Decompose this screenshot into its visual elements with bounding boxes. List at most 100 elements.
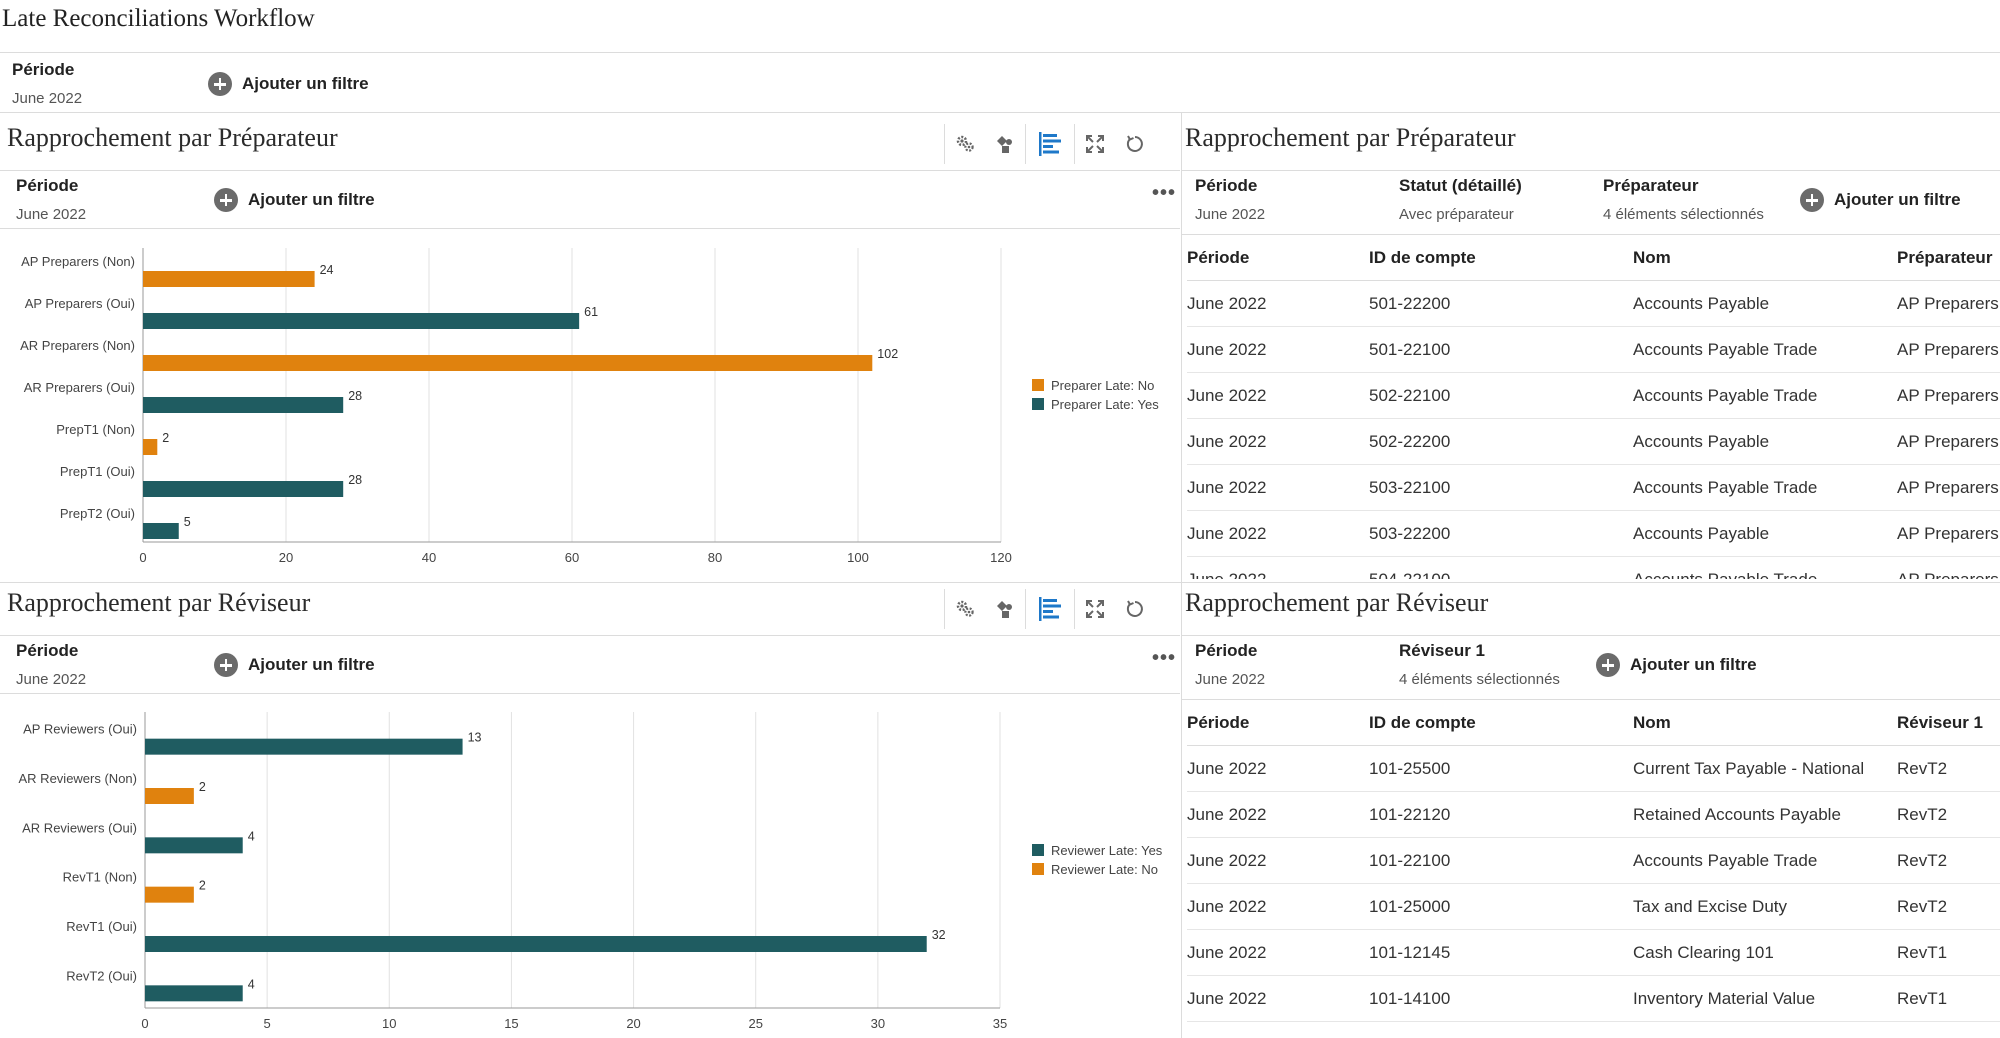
cell-period: June 2022 bbox=[1187, 745, 1369, 792]
cell-preparer-link[interactable]: AP Preparers bbox=[1897, 326, 2000, 373]
cell-name-link[interactable]: Accounts Payable Trade bbox=[1633, 326, 1897, 373]
column-header[interactable]: ID de compte bbox=[1369, 236, 1633, 281]
y-category-label: AP Preparers (Oui) bbox=[25, 296, 135, 311]
add-filter-button[interactable]: Ajouter un filtre bbox=[208, 72, 369, 96]
column-header[interactable]: Période bbox=[1187, 701, 1369, 746]
cell-reviewer-link[interactable]: RevT1 bbox=[1897, 929, 2000, 976]
cell-name-link[interactable]: Accounts Payable Trade bbox=[1633, 464, 1897, 511]
chart-filter-periode[interactable]: Période June 2022 bbox=[16, 641, 86, 688]
table-row[interactable]: June 2022 101-25000 Tax and Excise Duty Rev… bbox=[1187, 883, 2000, 930]
table-row[interactable]: June 2022 101-22100 Accounts Payable Trade… bbox=[1187, 837, 2000, 884]
table-filter-periode[interactable]: Période June 2022 bbox=[1195, 641, 1265, 688]
table-filter-reviseur[interactable]: Réviseur 1 4 éléments sélectionnés bbox=[1399, 641, 1560, 688]
bar bbox=[145, 738, 463, 755]
maximize-icon[interactable] bbox=[1075, 589, 1115, 629]
shapes-icon[interactable] bbox=[985, 124, 1025, 164]
cell-reviewer-link[interactable]: RevT2 bbox=[1897, 837, 2000, 884]
refresh-icon[interactable] bbox=[1115, 589, 1155, 629]
table-row[interactable]: June 2022 101-12145 Cash Clearing 101 RevT1 bbox=[1187, 929, 2000, 976]
bar bbox=[145, 985, 243, 1002]
cell-reviewer-link[interactable]: RevT1 bbox=[1897, 975, 2000, 1022]
add-filter-button[interactable]: Ajouter un filtre bbox=[1800, 188, 1961, 212]
chart-filter-periode[interactable]: Période June 2022 bbox=[16, 176, 86, 223]
cell-name-link[interactable]: Accounts Payable Trade bbox=[1633, 556, 1897, 579]
filter-label: Période bbox=[12, 60, 75, 79]
refresh-icon[interactable] bbox=[1115, 124, 1155, 164]
table-row[interactable]: June 2022 101-14100 Inventory Material Val… bbox=[1187, 975, 2000, 1022]
x-tick-label: 120 bbox=[990, 550, 1012, 565]
cell-name-link[interactable]: Inventory Material Value bbox=[1633, 975, 1897, 1022]
column-header[interactable]: Nom bbox=[1633, 236, 1897, 281]
maximize-icon[interactable] bbox=[1075, 124, 1115, 164]
cell-name-link[interactable]: Cash Clearing 101 bbox=[1633, 929, 1897, 976]
page-title: Late Reconciliations Workflow bbox=[2, 5, 315, 32]
table-row[interactable]: June 2022 503-22100 Accounts Payable Trade… bbox=[1187, 464, 2000, 511]
cell-reviewer-link[interactable]: RevT2 bbox=[1897, 791, 2000, 838]
table-row[interactable]: June 2022 501-22100 Accounts Payable Trade… bbox=[1187, 326, 2000, 373]
cell-name-link[interactable]: Accounts Payable bbox=[1633, 280, 1897, 327]
filter-value: June 2022 bbox=[16, 671, 87, 688]
cell-period: June 2022 bbox=[1187, 326, 1369, 373]
table-header-row: Période ID de compte Nom Réviseur 1 bbox=[1187, 701, 2000, 746]
shapes-icon[interactable] bbox=[985, 589, 1025, 629]
panel-title: Rapprochement par Préparateur bbox=[1185, 123, 1516, 152]
cell-account-id: 101-12145 bbox=[1369, 929, 1633, 976]
table-row[interactable]: June 2022 501-22200 Accounts Payable AP Pre… bbox=[1187, 280, 2000, 327]
column-header[interactable]: Période bbox=[1187, 236, 1369, 281]
table-row[interactable]: June 2022 101-25500 Current Tax Payable - … bbox=[1187, 745, 2000, 792]
bar bbox=[143, 523, 179, 539]
cell-preparer-link[interactable]: AP Preparers bbox=[1897, 556, 2000, 579]
table-row[interactable]: June 2022 101-22120 Retained Accounts Paya… bbox=[1187, 791, 2000, 838]
cell-reviewer-link[interactable]: RevT2 bbox=[1897, 883, 2000, 930]
table-row[interactable]: June 2022 502-22100 Accounts Payable Trade… bbox=[1187, 372, 2000, 419]
divider bbox=[1181, 582, 1182, 1038]
cell-preparer-link[interactable]: AP Preparers bbox=[1897, 372, 2000, 419]
table-filter-periode[interactable]: Période June 2022 bbox=[1195, 176, 1265, 223]
filter-value: June 2022 bbox=[1195, 206, 1266, 223]
cell-name-link[interactable]: Tax and Excise Duty bbox=[1633, 883, 1897, 930]
y-category-label: AR Preparers (Oui) bbox=[24, 380, 135, 395]
column-header[interactable]: ID de compte bbox=[1369, 701, 1633, 746]
gears-icon[interactable] bbox=[945, 124, 985, 164]
more-options-icon[interactable]: ••• bbox=[1152, 647, 1177, 669]
column-header[interactable]: Nom bbox=[1633, 701, 1897, 746]
cell-name-link[interactable]: Current Tax Payable - National bbox=[1633, 745, 1897, 792]
column-header[interactable]: Réviseur 1 bbox=[1897, 701, 2000, 746]
table-row[interactable]: June 2022 503-22200 Accounts Payable AP Pre… bbox=[1187, 510, 2000, 557]
cell-name-link[interactable]: 101 Intercompany with Entity bbox=[1633, 1021, 1897, 1038]
x-tick-label: 20 bbox=[626, 1016, 640, 1031]
cell-preparer-link[interactable]: AP Preparers bbox=[1897, 418, 2000, 465]
panel-title: Rapprochement par Préparateur bbox=[7, 123, 338, 152]
data-label: 13 bbox=[468, 731, 482, 745]
gears-icon[interactable] bbox=[945, 589, 985, 629]
cell-preparer-link[interactable]: AP Preparers bbox=[1897, 280, 2000, 327]
bar bbox=[143, 397, 344, 413]
table-filter-preparateur[interactable]: Préparateur 4 éléments sélectionnés bbox=[1603, 176, 1764, 223]
more-options-icon[interactable]: ••• bbox=[1152, 182, 1177, 204]
cell-name-link[interactable]: Accounts Payable Trade bbox=[1633, 837, 1897, 884]
cell-name-link[interactable]: Retained Accounts Payable bbox=[1633, 791, 1897, 838]
cell-name-link[interactable]: Accounts Payable bbox=[1633, 418, 1897, 465]
column-header[interactable]: Préparateur bbox=[1897, 236, 2000, 281]
cell-name-link[interactable]: Accounts Payable Trade bbox=[1633, 372, 1897, 419]
cell-preparer-link[interactable]: AP Preparers bbox=[1897, 510, 2000, 557]
chart-toolbar bbox=[944, 124, 1155, 164]
panel-title: Rapprochement par Réviseur bbox=[7, 588, 311, 617]
horizontal-bar-chart-icon[interactable] bbox=[1026, 124, 1074, 164]
table-row[interactable]: June 2022 502-22200 Accounts Payable AP Pre… bbox=[1187, 418, 2000, 465]
table-row[interactable]: June 2022 504-22100 Accounts Payable Trade… bbox=[1187, 556, 2000, 579]
data-label: 28 bbox=[348, 389, 362, 403]
global-filter-periode[interactable]: Période June 2022 bbox=[12, 60, 82, 107]
data-label: 4 bbox=[248, 829, 255, 843]
add-filter-button[interactable]: Ajouter un filtre bbox=[214, 653, 375, 677]
cell-reviewer-link[interactable]: RevT1 bbox=[1897, 1021, 2000, 1038]
cell-preparer-link[interactable]: AP Preparers bbox=[1897, 464, 2000, 511]
x-tick-label: 80 bbox=[708, 550, 722, 565]
add-filter-button[interactable]: Ajouter un filtre bbox=[214, 188, 375, 212]
cell-name-link[interactable]: Accounts Payable bbox=[1633, 510, 1897, 557]
cell-reviewer-link[interactable]: RevT2 bbox=[1897, 745, 2000, 792]
add-filter-button[interactable]: Ajouter un filtre bbox=[1596, 653, 1757, 677]
table-filter-statut[interactable]: Statut (détaillé) Avec préparateur bbox=[1399, 176, 1522, 223]
horizontal-bar-chart-icon[interactable] bbox=[1026, 589, 1074, 629]
